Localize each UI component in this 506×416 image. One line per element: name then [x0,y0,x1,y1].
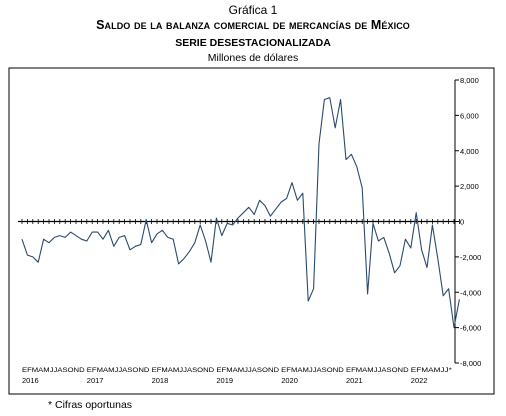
month-labels: EFMAMJJASOND [87,367,150,374]
year-label: 2018 [152,376,169,385]
plot-frame [8,67,495,395]
y-tick-label: -6,000 [460,324,481,333]
footnote: * Cifras oportunas [48,399,133,411]
year-label: 2020 [281,376,298,385]
y-tick-label: -8,000 [460,359,481,368]
month-labels: EFMAMJJASOND [346,367,409,374]
month-labels: EFMAMJJASOND [152,367,215,374]
year-label: 2022 [411,376,428,385]
year-label: 2017 [87,376,104,385]
month-labels: EFMAMJJASOND [22,367,85,374]
figure-label: Gráfica 1 [228,3,278,17]
y-tick-label: -4,000 [460,288,481,297]
units-label: Millones de dólares [207,52,299,64]
chart-subtitle: SERIE DESESTACIONALIZADA [175,37,331,49]
y-tick-label: 8,000 [460,76,479,85]
y-tick-label: 2,000 [460,182,479,191]
year-label: 2021 [346,376,363,385]
series-group [21,97,460,329]
y-tick-label: 6,000 [460,111,479,120]
series-line [21,97,460,329]
y-tick-label: 4,000 [460,147,479,156]
y-tick-label: 0 [460,218,464,227]
month-labels: EFMAMJJASOND [281,367,344,374]
y-axis: 8,000 6,000 4,000 2,000 0 -2,000 -4,000 -6,000 -… [454,76,481,368]
month-labels: EFMAMJJASOND [216,367,279,374]
x-axis: EFMAMJJASOND2016EFMAMJJASOND2017EFMAMJJA… [18,219,460,385]
year-label: 2016 [22,376,39,385]
chart-title: Saldo de la balanza comercial de mercanc… [96,18,410,32]
month-labels: EFMAMJJ* [411,367,453,374]
y-tick-label: -2,000 [460,253,481,262]
year-label: 2019 [216,376,233,385]
